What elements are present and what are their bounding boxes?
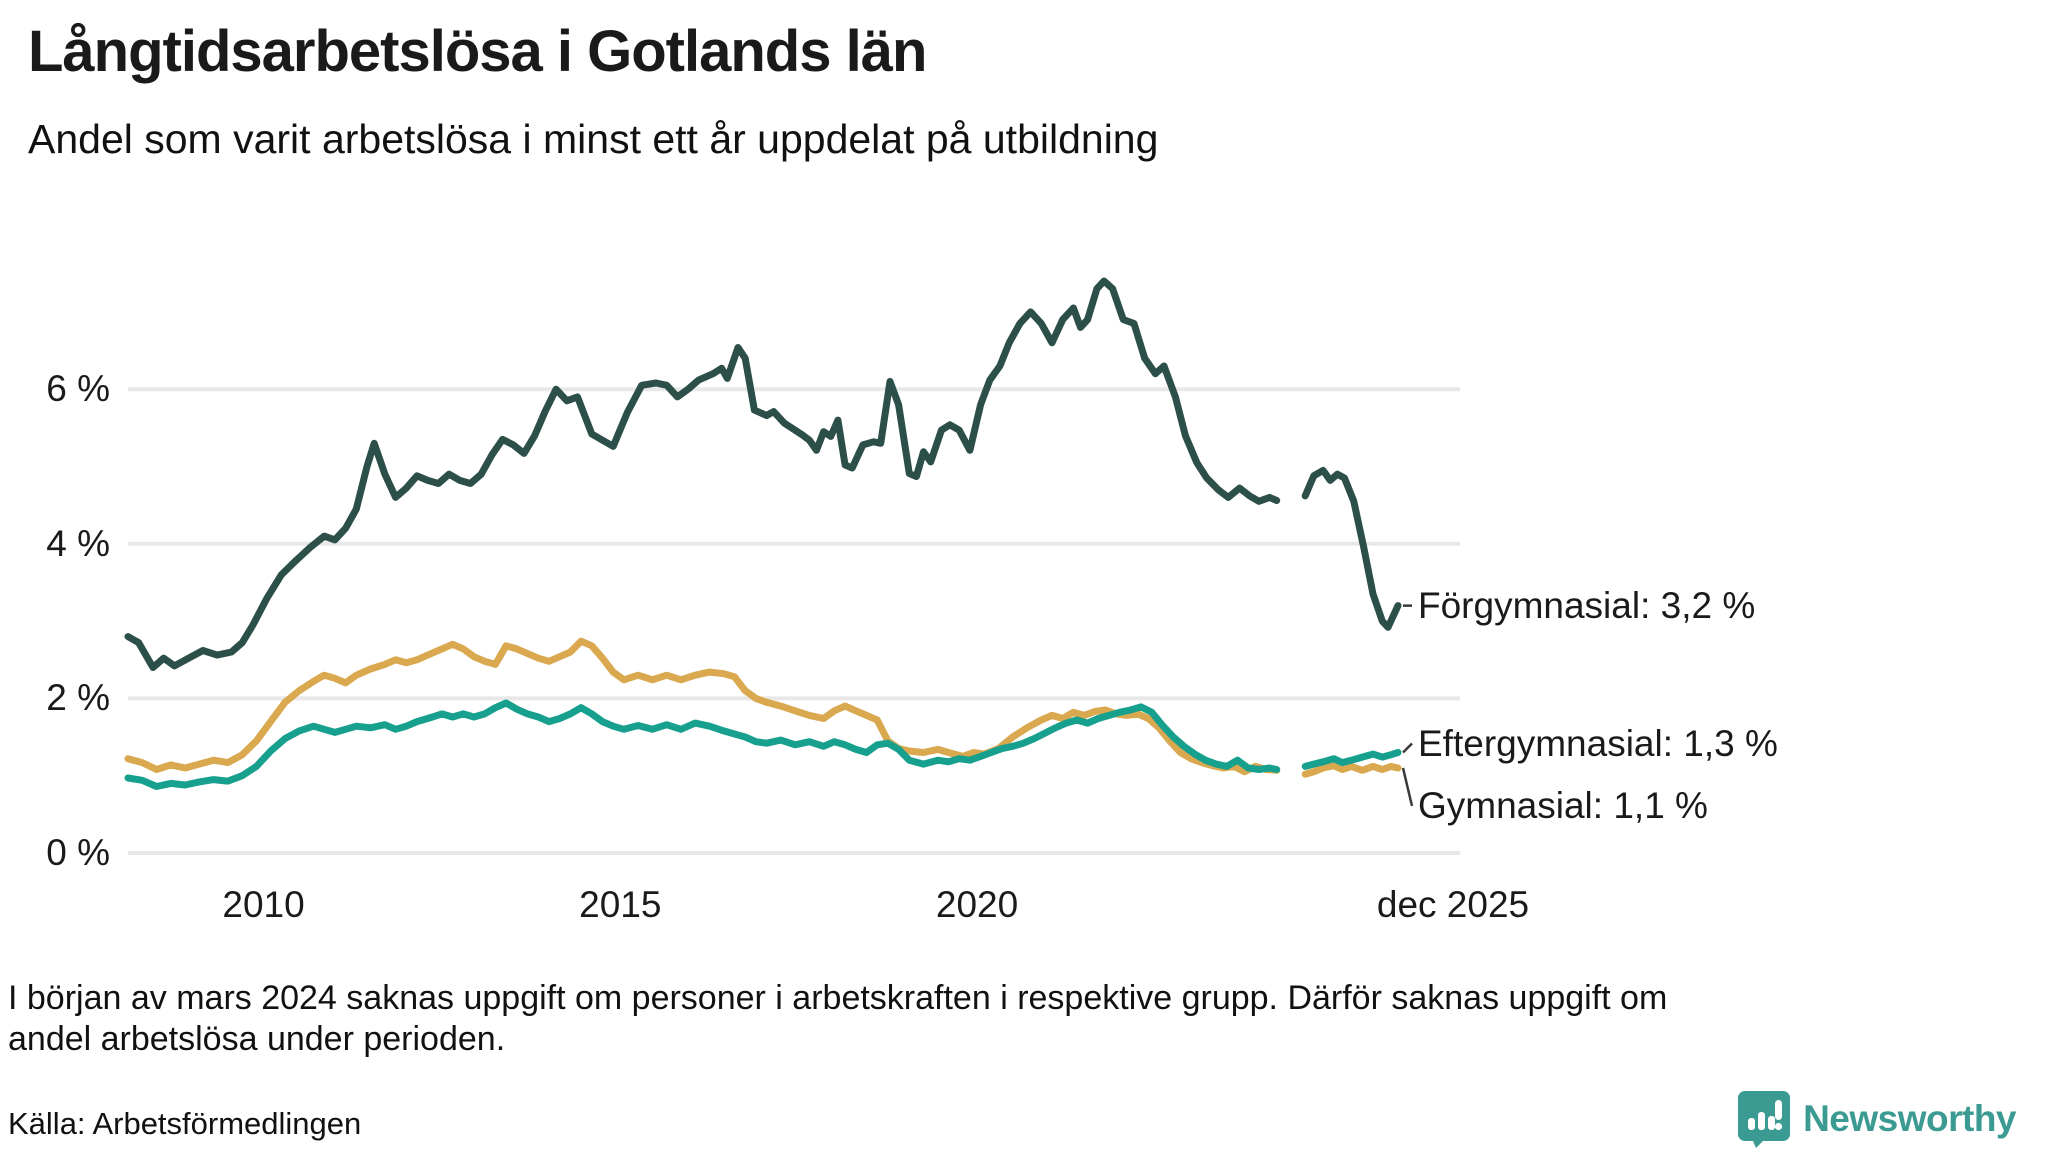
source-text: Källa: Arbetsförmedlingen xyxy=(8,1106,362,1141)
series-line-förgymnasial-0 xyxy=(124,277,1281,671)
series-line-eftergymnasial-1 xyxy=(1301,749,1402,770)
series-line-gymnasial-0 xyxy=(124,637,1281,776)
label-connector-eftergymnasial xyxy=(1402,742,1413,754)
series-label-förgymnasial: Förgymnasial: 3,2 % xyxy=(1418,584,1756,626)
series-line-gymnasial-1 xyxy=(1301,762,1402,778)
chart-subtitle: Andel som varit arbetslösa i minst ett å… xyxy=(28,116,1159,162)
series-line-förgymnasial-1 xyxy=(1301,466,1402,631)
y-tick-2: 2 % xyxy=(46,677,110,719)
y-tick-6: 6 % xyxy=(46,368,110,410)
newsworthy-wordmark: Newsworthy xyxy=(1803,1098,2016,1139)
x-tick-2020: 2020 xyxy=(935,884,1019,925)
bar-chart-speech-bubble-icon xyxy=(1738,1091,1791,1148)
footnote-line-1: I början av mars 2024 saknas uppgift om … xyxy=(8,979,1668,1017)
newsworthy-logo[interactable]: Newsworthy xyxy=(1737,1090,2016,1148)
page-title: Långtidsarbetslösa i Gotlands län xyxy=(28,19,927,84)
x-tick-dec-2025: dec 2025 xyxy=(1376,884,1530,925)
label-connector-gymnasial xyxy=(1401,767,1414,807)
series-label-eftergymnasial: Eftergymnasial: 1,3 % xyxy=(1418,722,1778,764)
footnote-line-2: andel arbetslösa under perioden. xyxy=(8,1020,506,1058)
x-tick-2015: 2015 xyxy=(579,884,662,925)
y-tick-0: 0 % xyxy=(46,832,110,873)
y-tick-4: 4 % xyxy=(46,522,110,564)
x-tick-2010: 2010 xyxy=(222,884,305,925)
series-line-eftergymnasial-0 xyxy=(124,699,1281,790)
footnote: I början av mars 2024 saknas uppgift om … xyxy=(8,978,2003,1060)
series-label-gymnasial: Gymnasial: 1,1 % xyxy=(1418,784,1708,826)
